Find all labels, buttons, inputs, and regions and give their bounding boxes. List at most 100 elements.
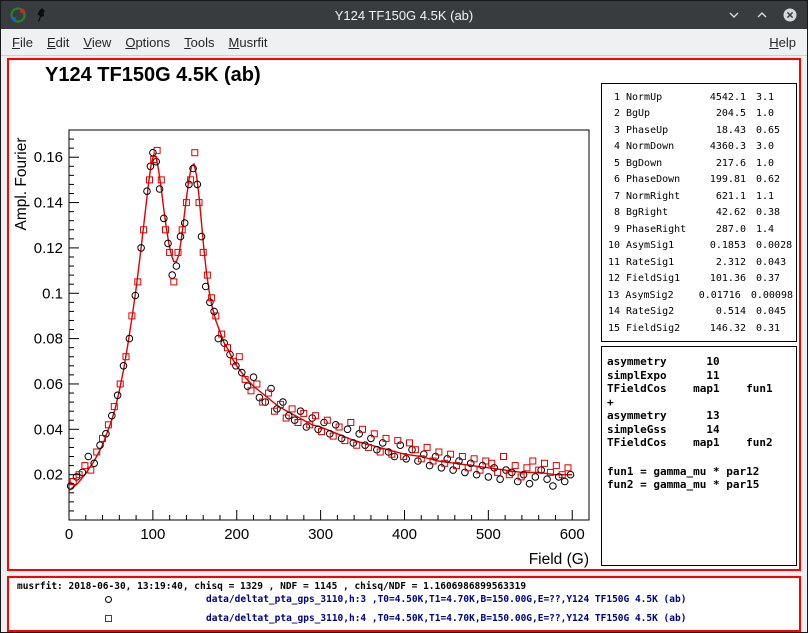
svg-text:0.08: 0.08 (34, 331, 63, 348)
menu-item-options[interactable]: Options (118, 31, 177, 54)
param-name: NormUp (626, 92, 694, 103)
menu-bar-right: Help (762, 31, 803, 54)
title-bar: Y124 TF150G 4.5K (ab) (1, 1, 807, 29)
menu-item-view[interactable]: View (76, 31, 118, 54)
param-err: 0.38 (756, 207, 793, 218)
param-val: 2.312 (694, 257, 746, 268)
legend-text: data/deltat_pta_gps_3110,h:3 ,T0=4.50K,T… (206, 594, 686, 605)
menu-item-musrfit[interactable]: Musrfit (222, 31, 275, 54)
param-idx: 2 (605, 108, 620, 119)
legend-item: data/deltat_pta_gps_3110,h:3 ,T0=4.50K,T… (9, 594, 799, 608)
param-name: NormDown (626, 141, 694, 152)
param-err: 0.0028 (756, 240, 793, 251)
param-row: 14RateSig20.5140.045 (605, 304, 793, 321)
app-window: Y124 TF150G 4.5K (ab) FileEditViewOption… (0, 0, 808, 633)
param-val: 146.32 (694, 323, 746, 334)
menu-bar: FileEditViewOptionsToolsMusrfit Help (1, 29, 807, 56)
svg-text:0.16: 0.16 (34, 149, 63, 166)
y-axis-title: Ampl. Fourier (13, 137, 30, 230)
close-button[interactable] (781, 6, 799, 24)
svg-text:500: 500 (476, 526, 501, 543)
svg-text:0.12: 0.12 (34, 240, 63, 257)
app-icon[interactable] (9, 6, 27, 24)
menu-item-edit[interactable]: Edit (40, 31, 76, 54)
svg-text:0.1: 0.1 (42, 285, 63, 302)
param-err: 0.00098 (751, 290, 793, 301)
svg-text:300: 300 (308, 526, 333, 543)
param-val: 4360.3 (694, 141, 746, 152)
param-idx: 15 (605, 323, 620, 334)
menu-item-file[interactable]: File (5, 31, 40, 54)
param-err: 0.045 (756, 306, 793, 317)
param-err: 0.62 (756, 174, 793, 185)
theory-functions: fun1 = gamma_mu * par12 fun2 = gamma_mu … (607, 465, 791, 492)
param-val: 4542.1 (694, 92, 746, 103)
svg-text:0.06: 0.06 (34, 376, 63, 393)
menu-bar-left: FileEditViewOptionsToolsMusrfit (5, 31, 275, 54)
param-err: 0.31 (756, 323, 793, 334)
param-idx: 11 (605, 257, 620, 268)
param-val: 0.1853 (694, 240, 746, 251)
minimize-button[interactable] (725, 6, 743, 24)
param-val: 18.43 (694, 125, 746, 136)
footer-box: musrfit: 2018-06-30, 13:19:40, chisq = 1… (7, 576, 801, 632)
param-row: 3 PhaseUp18.43 0.65 (605, 122, 793, 139)
param-name: BgUp (626, 108, 694, 119)
param-idx: 14 (605, 306, 620, 317)
menu-item-help[interactable]: Help (762, 31, 803, 54)
param-row: 1 NormUp4542.1 3.1 (605, 89, 793, 106)
legend-marker-square-icon (105, 615, 112, 622)
fit-status-line: musrfit: 2018-06-30, 13:19:40, chisq = 1… (17, 581, 526, 592)
fit-line (69, 155, 572, 491)
param-row: 9PhaseRight287.01.4 (605, 221, 793, 238)
menu-item-tools[interactable]: Tools (177, 31, 221, 54)
param-name: PhaseUp (626, 125, 694, 136)
pin-icon[interactable] (33, 6, 51, 24)
param-err: 1.1 (756, 191, 793, 202)
window-title: Y124 TF150G 4.5K (ab) (1, 8, 807, 23)
param-idx: 8 (605, 207, 620, 218)
svg-text:0.02: 0.02 (34, 467, 63, 484)
param-row: 8BgRight42.620.38 (605, 205, 793, 222)
param-name: BgDown (626, 158, 694, 169)
param-val: 42.62 (694, 207, 746, 218)
param-row: 5BgDown217.61.0 (605, 155, 793, 172)
param-err: 3.1 (756, 92, 793, 103)
param-val: 217.6 (694, 158, 746, 169)
param-name: AsymSig2 (625, 290, 690, 301)
param-name: PhaseDown (626, 174, 694, 185)
param-idx: 3 (605, 125, 620, 136)
param-val: 0.01716 (691, 290, 741, 301)
svg-text:200: 200 (224, 526, 249, 543)
params-panel: 1NormUp4542.13.12BgUp204.51.03PhaseUp18.… (601, 83, 797, 342)
theory-panel: asymmetry 10 simplExpo 11 TFieldCos map1… (601, 346, 797, 566)
series-squares (70, 147, 571, 484)
param-row: 15FieldSig2146.320.31 (605, 320, 793, 337)
param-name: PhaseRight (626, 224, 694, 235)
param-idx: 12 (605, 273, 620, 284)
param-row: 12FieldSig1101.360.37 (605, 271, 793, 288)
svg-text:400: 400 (392, 526, 417, 543)
param-idx: 13 (605, 290, 619, 301)
param-err: 0.65 (756, 125, 793, 136)
param-err: 1.4 (756, 224, 793, 235)
svg-text:0: 0 (65, 526, 73, 543)
maximize-button[interactable] (753, 6, 771, 24)
legend-text: data/deltat_pta_gps_3110,h:4 ,T0=4.50K,T… (206, 613, 686, 624)
param-row: 10AsymSig10.18530.0028 (605, 238, 793, 255)
svg-text:600: 600 (560, 526, 585, 543)
svg-text:100: 100 (140, 526, 165, 543)
theory-block: asymmetry 10 simplExpo 11 TFieldCos map1… (607, 355, 791, 450)
legend-marker-circle-icon (105, 596, 112, 603)
param-err: 1.0 (756, 108, 793, 119)
param-idx: 4 (605, 141, 620, 152)
plot-title: Y124 TF150G 4.5K (ab) (45, 64, 261, 87)
param-name: RateSig1 (626, 257, 694, 268)
main-canvas[interactable]: Y124 TF150G 4.5K (ab) 0 100 200 300 400 500 60… (7, 58, 801, 571)
param-row: 11RateSig12.3120.043 (605, 254, 793, 271)
param-val: 287.0 (694, 224, 746, 235)
param-val: 101.36 (694, 273, 746, 284)
param-err: 0.37 (756, 273, 793, 284)
plot-svg[interactable]: 01002003004005006000.020.040.060.080.10.… (11, 100, 601, 568)
param-idx: 1 (605, 92, 620, 103)
